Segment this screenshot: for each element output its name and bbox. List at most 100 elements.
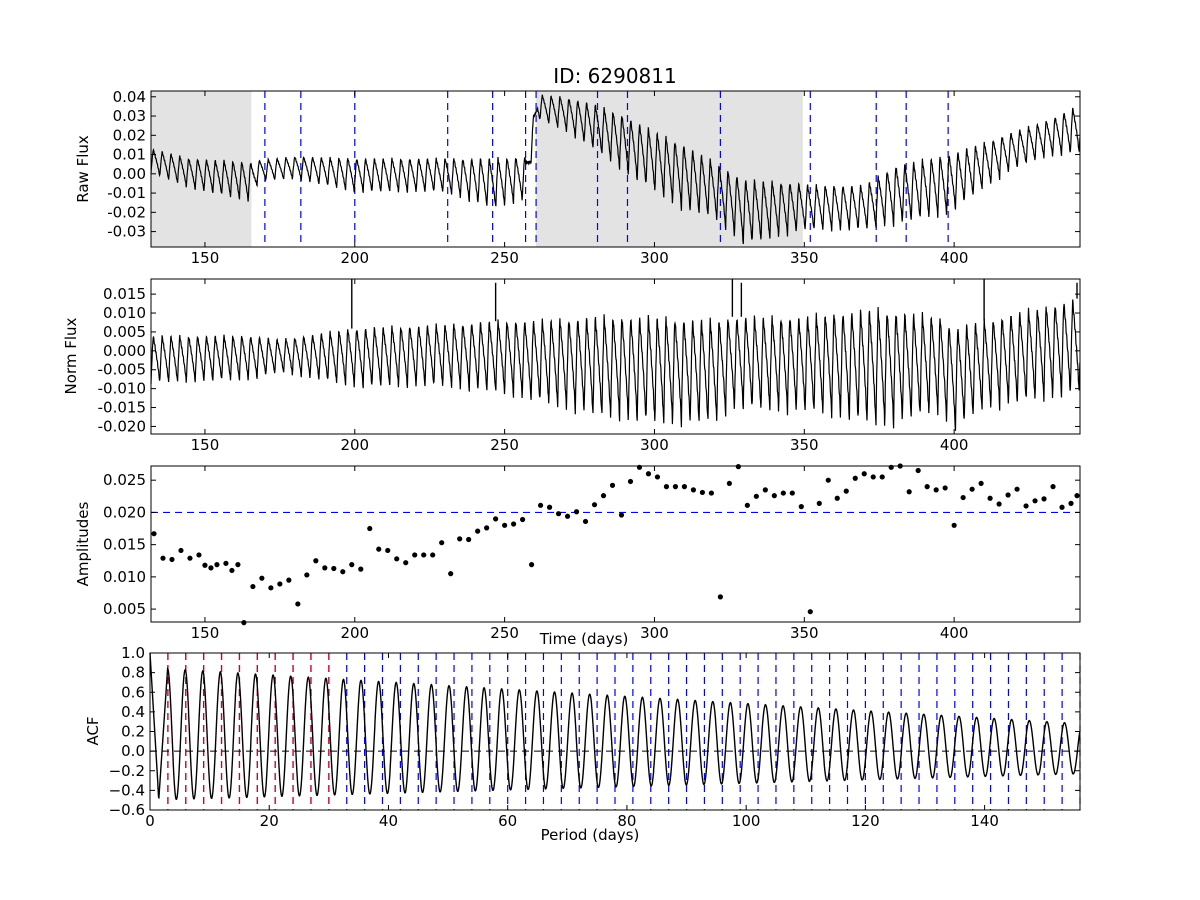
amplitude-point xyxy=(520,516,526,523)
time-xlabel: Time (days) xyxy=(539,630,629,648)
amplitude-point xyxy=(672,484,679,490)
x-tick-label: 80 xyxy=(617,812,636,830)
amplitude-point xyxy=(457,536,463,542)
y-tick-label: 0.04 xyxy=(113,88,146,106)
acf-series xyxy=(149,652,1081,800)
amplitude-point xyxy=(448,571,454,577)
y-tick-label: -0.020 xyxy=(98,417,146,435)
amplitude-point xyxy=(663,484,670,490)
amplitude-point xyxy=(609,482,616,488)
x-tick-label: 350 xyxy=(790,624,819,642)
x-tick-label: 200 xyxy=(340,249,369,267)
amplitude-point xyxy=(178,547,184,554)
y-tick-label: 0.005 xyxy=(103,600,146,618)
y-tick-label: 0.4 xyxy=(121,703,145,721)
y-tick-label: -0.015 xyxy=(98,399,146,417)
amplitude-point xyxy=(208,565,214,571)
amplitude-point xyxy=(277,581,283,587)
amplitude-point xyxy=(600,493,607,499)
amplitude-point xyxy=(555,511,562,517)
amplitude-point xyxy=(987,495,993,501)
amplitude-point xyxy=(771,493,777,499)
amplitude-point xyxy=(744,502,750,508)
raw-flux-ylabel: Raw Flux xyxy=(74,135,92,203)
panel-acf: ACF 0 20 40 60 80 100 120 140 −0.6 −0.4−0.2 0.00.2… xyxy=(84,644,1081,844)
x-tick-label: 350 xyxy=(790,436,819,454)
amplitude-point xyxy=(1041,496,1047,502)
amplitude-point xyxy=(645,471,652,477)
y-tick-label: 0.0 xyxy=(121,742,145,760)
amplitude-point xyxy=(654,474,661,480)
amplitude-point xyxy=(286,577,292,583)
amplitude-point xyxy=(313,558,319,564)
amplitude-point xyxy=(1074,493,1080,499)
amplitude-point xyxy=(528,562,535,568)
amplitude-point xyxy=(843,488,849,494)
amplitude-point xyxy=(780,490,786,496)
amplitude-point xyxy=(196,552,202,558)
amplitude-point xyxy=(834,495,840,501)
amplitude-point xyxy=(537,502,544,508)
amplitude-point xyxy=(322,565,328,571)
amplitude-point xyxy=(430,552,436,558)
amplitude-point xyxy=(852,475,858,481)
amplitude-point xyxy=(753,493,759,499)
amplitude-point xyxy=(564,513,571,519)
raw-flux-plot-frame xyxy=(150,90,1081,248)
amplitude-point xyxy=(870,474,876,480)
x-tick-label: 60 xyxy=(498,812,517,830)
y-tick-label: −0.4 xyxy=(109,781,145,799)
amplitude-point xyxy=(879,474,885,480)
amplitude-point xyxy=(942,485,948,491)
y-tick-label: -0.03 xyxy=(107,223,146,241)
amplitude-point xyxy=(915,467,921,474)
amplitude-point xyxy=(762,487,768,493)
y-tick-label: 1.0 xyxy=(121,644,145,662)
amplitude-point xyxy=(816,500,822,506)
x-tick-label: 300 xyxy=(640,624,669,642)
y-tick-label: 0.000 xyxy=(103,342,146,360)
amplitude-point xyxy=(235,562,241,568)
amplitude-point xyxy=(229,567,235,574)
y-tick-label: 0.015 xyxy=(103,285,146,303)
amplitude-point xyxy=(699,489,706,496)
amplitude-point xyxy=(924,484,930,490)
figure-title: ID: 6290811 xyxy=(553,64,676,88)
amplitude-point xyxy=(349,562,355,568)
amplitude-point xyxy=(888,464,894,470)
x-tick-label: 350 xyxy=(790,249,819,267)
amplitude-point xyxy=(789,490,795,496)
amplitude-point xyxy=(681,484,688,490)
amplitude-point xyxy=(295,601,301,607)
y-tick-label: -0.010 xyxy=(98,380,146,398)
x-tick-label: 250 xyxy=(490,249,519,267)
raw-flux-ticks: 150 200 250 300 350 400-0.03-0.02-0.010.000.0… xyxy=(107,88,1080,267)
amplitude-point xyxy=(1005,492,1011,498)
y-tick-label: 0.015 xyxy=(103,536,146,554)
panel-amplitudes: Amplitudes 150 200 250 300 350 400 0.005 0.010 0… xyxy=(74,463,1081,648)
amplitude-point xyxy=(367,525,373,532)
acf-line xyxy=(149,652,1081,800)
amplitude-point xyxy=(726,480,732,487)
y-tick-label: −0.2 xyxy=(109,762,145,780)
amplitude-point xyxy=(735,464,741,470)
amplitude-point xyxy=(202,562,208,568)
amplitude-point xyxy=(627,478,634,485)
amplitudes-plot-frame xyxy=(150,465,1081,623)
amplitude-point xyxy=(996,501,1002,507)
amplitude-point xyxy=(1059,504,1065,510)
amplitude-point xyxy=(340,569,346,575)
amplitude-point xyxy=(466,536,472,543)
y-tick-label: 0.8 xyxy=(121,664,145,682)
y-tick-label: -0.005 xyxy=(98,361,146,379)
amplitude-point xyxy=(223,560,229,566)
norm-flux-plot-frame xyxy=(150,278,1081,435)
amplitude-point xyxy=(1050,484,1056,490)
amplitudes-ylabel: Amplitudes xyxy=(74,501,92,586)
panel-raw-flux: Raw Flux 150 200 250 300 350 400 -0.03 -0.02-0.… xyxy=(74,88,1081,267)
amplitudes-ticks: 150 200 250 300 350 400 0.005 0.010 0.015 0.020 0.… xyxy=(103,466,1080,642)
x-tick-label: 300 xyxy=(640,249,669,267)
amplitude-point xyxy=(475,528,481,534)
amplitude-point xyxy=(1023,503,1029,509)
x-tick-label: 200 xyxy=(340,436,369,454)
